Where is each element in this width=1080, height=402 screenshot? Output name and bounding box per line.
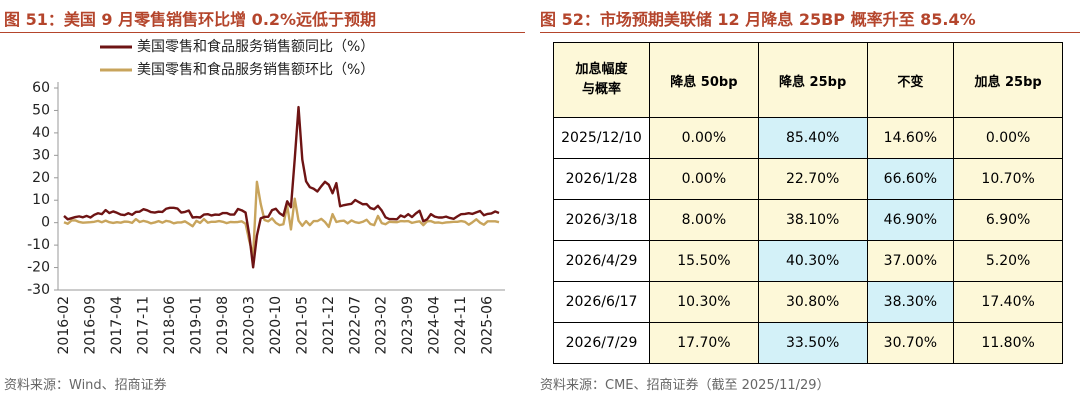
- header-cell: 降息 25bp: [757, 42, 868, 118]
- table-row: 2026/6/17 10.30% 30.80% 38.30% 17.40%: [553, 281, 1063, 323]
- x-tick-label: 2020-10: [268, 296, 284, 355]
- table-row: 2026/7/29 17.70% 33.50% 30.70% 11.80%: [553, 322, 1063, 364]
- table-title: 图 52：市场预期美联储 12 月降息 25BP 概率升至 85.4%: [540, 10, 976, 29]
- table-row: 2026/4/29 15.50% 40.30% 37.00% 5.20%: [553, 240, 1063, 282]
- table-row: 2025/12/10 0.00% 85.40% 14.60% 0.00%: [553, 117, 1063, 159]
- x-tick-label: 2024-04: [427, 296, 443, 355]
- header-cell: 降息 50bp: [649, 42, 759, 118]
- probability-cell: 85.40%: [757, 117, 868, 159]
- date-cell: 2026/4/29: [553, 240, 650, 282]
- probability-cell: 33.50%: [757, 322, 868, 364]
- y-tick-label: 10: [32, 192, 50, 208]
- header-cell: 加息幅度与概率: [553, 42, 650, 118]
- table-row: 2026/3/18 8.00% 38.10% 46.90% 6.90%: [553, 199, 1063, 241]
- probability-cell: 17.70%: [649, 322, 759, 364]
- title-rule: [540, 32, 1080, 33]
- x-tick-label: 2022-07: [347, 296, 363, 355]
- x-tick-label: 2017-04: [109, 296, 125, 355]
- x-tick-label: 2023-02: [374, 296, 390, 355]
- probability-cell: 5.20%: [953, 240, 1063, 282]
- probability-cell: 0.00%: [649, 158, 759, 200]
- date-cell: 2026/3/18: [553, 199, 650, 241]
- x-tick-label: 2025-06: [480, 296, 496, 355]
- x-tick-label: 2021-05: [294, 296, 310, 355]
- x-tick-label: 2016-09: [82, 296, 98, 355]
- header-cell: 加息 25bp: [953, 42, 1063, 118]
- probability-cell: 0.00%: [953, 117, 1063, 159]
- probability-cell: 37.00%: [866, 240, 955, 282]
- x-tick-label: 2019-08: [215, 296, 231, 355]
- series-line: [63, 180, 500, 257]
- x-tick-label: 2019-01: [188, 296, 204, 355]
- y-tick-label: 50: [32, 102, 50, 118]
- header-text: 降息 25bp: [779, 74, 847, 90]
- probability-cell: 8.00%: [649, 199, 759, 241]
- source: 资料来源：Wind、招商证券: [4, 378, 167, 393]
- y-tick-label: 30: [32, 147, 50, 163]
- header-cell: 不变: [866, 42, 955, 118]
- header-row: 加息幅度与概率 降息 50bp 降息 25bp 不变 加息 25bp: [553, 42, 1063, 118]
- x-tick-label: 2020-03: [241, 296, 257, 355]
- y-tick-label: 40: [32, 125, 50, 141]
- chart: -30 -20 -10 0 10 20 30 40 50 60 2016-02 2016-09 2017…: [27, 38, 505, 355]
- y-tick-label: -30: [27, 282, 50, 298]
- header-text: 降息 50bp: [670, 74, 738, 90]
- legend-label: 美国零售和食品服务销售额环比（%）: [137, 61, 374, 78]
- date-cell: 2026/1/28: [553, 158, 650, 200]
- probability-cell: 40.30%: [757, 240, 868, 282]
- date-cell: 2026/6/17: [553, 281, 650, 323]
- date-cell: 2025/12/10: [553, 117, 650, 159]
- probability-cell: 38.10%: [757, 199, 868, 241]
- y-tick-label: -10: [27, 237, 50, 253]
- x-tick-label: 2018-06: [162, 296, 178, 355]
- x-tick-label: 2023-09: [400, 296, 416, 355]
- y-tick-label: -20: [27, 260, 50, 276]
- probability-cell: 46.90%: [866, 199, 955, 241]
- header-text: 加息幅度与概率: [575, 62, 628, 97]
- table-row: 2026/1/28 0.00% 22.70% 66.60% 10.70%: [553, 158, 1063, 200]
- probability-cell: 66.60%: [866, 158, 955, 200]
- title-rule: [0, 32, 525, 33]
- probability-cell: 15.50%: [649, 240, 759, 282]
- probability-cell: 10.70%: [953, 158, 1063, 200]
- probability-cell: 0.00%: [649, 117, 759, 159]
- probability-cell: 30.80%: [757, 281, 868, 323]
- probability-cell: 6.90%: [953, 199, 1063, 241]
- chart-title: 图 51：美国 9 月零售销售环比增 0.2%远低于预期: [4, 10, 377, 29]
- probability-table: 加息幅度与概率 降息 50bp 降息 25bp 不变 加息 25bp 2025/12/10…: [553, 42, 1063, 364]
- x-tick-label: 2016-02: [56, 296, 72, 355]
- probability-cell: 22.70%: [757, 158, 868, 200]
- probability-cell: 38.30%: [866, 281, 955, 323]
- probability-cell: 11.80%: [953, 322, 1063, 364]
- header-text: 加息 25bp: [974, 74, 1042, 90]
- probability-cell: 10.30%: [649, 281, 759, 323]
- x-tick-label: 2017-11: [135, 296, 151, 355]
- y-tick-label: 0: [41, 215, 50, 231]
- date-cell: 2026/7/29: [553, 322, 650, 364]
- y-tick-label: 60: [32, 80, 50, 96]
- y-tick-label: 20: [32, 170, 50, 186]
- series-line: [63, 105, 500, 269]
- source: 资料来源：CME、招商证券（截至 2025/11/29）: [540, 378, 830, 393]
- x-tick-label: 2024-11: [453, 296, 469, 355]
- legend-label: 美国零售和食品服务销售额同比（%）: [137, 38, 374, 55]
- probability-cell: 14.60%: [866, 117, 955, 159]
- probability-cell: 17.40%: [953, 281, 1063, 323]
- header-text: 不变: [897, 74, 924, 90]
- probability-cell: 30.70%: [866, 322, 955, 364]
- x-tick-label: 2021-12: [321, 296, 337, 355]
